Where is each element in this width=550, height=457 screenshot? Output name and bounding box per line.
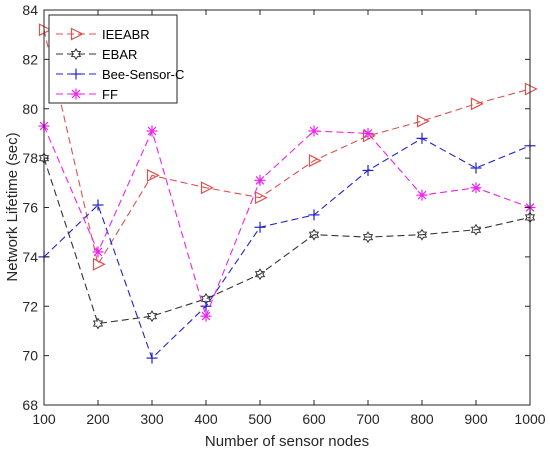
data-point <box>146 310 158 323</box>
x-axis-label: Number of sensor nodes <box>205 433 369 450</box>
series-layer <box>38 23 538 364</box>
legend-label: Bee-Sensor-C <box>102 67 184 82</box>
data-point <box>524 82 538 96</box>
data-point <box>92 317 104 330</box>
x-tick-label: 1000 <box>514 411 545 427</box>
series-line <box>43 137 531 360</box>
series-line <box>43 29 531 266</box>
x-tick-label: 400 <box>194 411 218 427</box>
legend-marker <box>70 48 82 60</box>
x-tick-label: 900 <box>464 411 488 427</box>
data-point <box>38 23 52 37</box>
legend-item: Bee-Sensor-C <box>56 67 184 82</box>
x-axis: 100 200 300 400 500 600 700 800 900 1000 <box>32 10 546 427</box>
data-point <box>146 168 160 182</box>
x-tick-label: 700 <box>356 411 380 427</box>
legend-marker <box>70 68 82 80</box>
data-point <box>470 97 484 111</box>
x-tick-label: 600 <box>302 411 326 427</box>
y-tick-label: 70 <box>22 348 38 364</box>
data-point <box>146 352 158 364</box>
data-point <box>308 228 320 241</box>
data-point <box>92 257 106 271</box>
data-point <box>362 164 374 176</box>
data-point <box>254 191 268 205</box>
data-point <box>416 114 430 128</box>
data-point <box>254 174 266 186</box>
data-point <box>470 182 482 194</box>
data-point <box>470 223 482 236</box>
data-point <box>308 154 322 168</box>
data-point <box>254 221 266 233</box>
y-tick-label: 68 <box>22 397 38 413</box>
y-axis-label: Network Lifetime (sec) <box>4 132 21 281</box>
legend-label: EBAR <box>102 47 137 62</box>
data-point <box>416 228 428 241</box>
y-tick-label: 72 <box>22 298 38 314</box>
data-point <box>470 162 482 174</box>
y-tick-label: 84 <box>22 2 38 18</box>
y-tick-label: 80 <box>22 101 38 117</box>
data-point <box>362 127 374 139</box>
series-line <box>43 157 531 325</box>
data-point <box>254 268 266 281</box>
x-tick-label: 500 <box>248 411 272 427</box>
legend-item: IEEABR <box>56 27 150 42</box>
legend: IEEABR EBAR Bee-Sensor-C FF <box>48 14 184 104</box>
legend-item: EBAR <box>56 47 137 62</box>
x-tick-label: 800 <box>410 411 434 427</box>
legend-item: FF <box>56 87 118 102</box>
x-tick-label: 100 <box>32 411 56 427</box>
y-tick-label: 82 <box>22 51 38 67</box>
series-line <box>43 125 531 318</box>
y-tick-label: 74 <box>22 249 38 265</box>
data-point <box>146 125 158 137</box>
y-tick-label: 78 <box>22 150 38 166</box>
legend-label: FF <box>102 87 118 102</box>
legend-marker <box>70 88 82 100</box>
data-point <box>200 181 214 195</box>
x-tick-label: 200 <box>86 411 110 427</box>
legend-box <box>48 14 178 104</box>
data-point <box>416 189 428 201</box>
data-point <box>200 310 212 322</box>
data-point <box>92 246 104 258</box>
data-point <box>308 209 320 221</box>
x-tick-label: 300 <box>140 411 164 427</box>
y-tick-label: 76 <box>22 200 38 216</box>
legend-label: IEEABR <box>102 27 150 42</box>
data-point <box>92 199 104 211</box>
legend-marker <box>70 27 84 41</box>
data-point <box>200 300 212 312</box>
data-point <box>416 132 428 144</box>
y-axis: 68 70 72 74 76 78 80 82 84 <box>22 2 530 413</box>
data-point <box>308 125 320 137</box>
data-point <box>362 231 374 244</box>
